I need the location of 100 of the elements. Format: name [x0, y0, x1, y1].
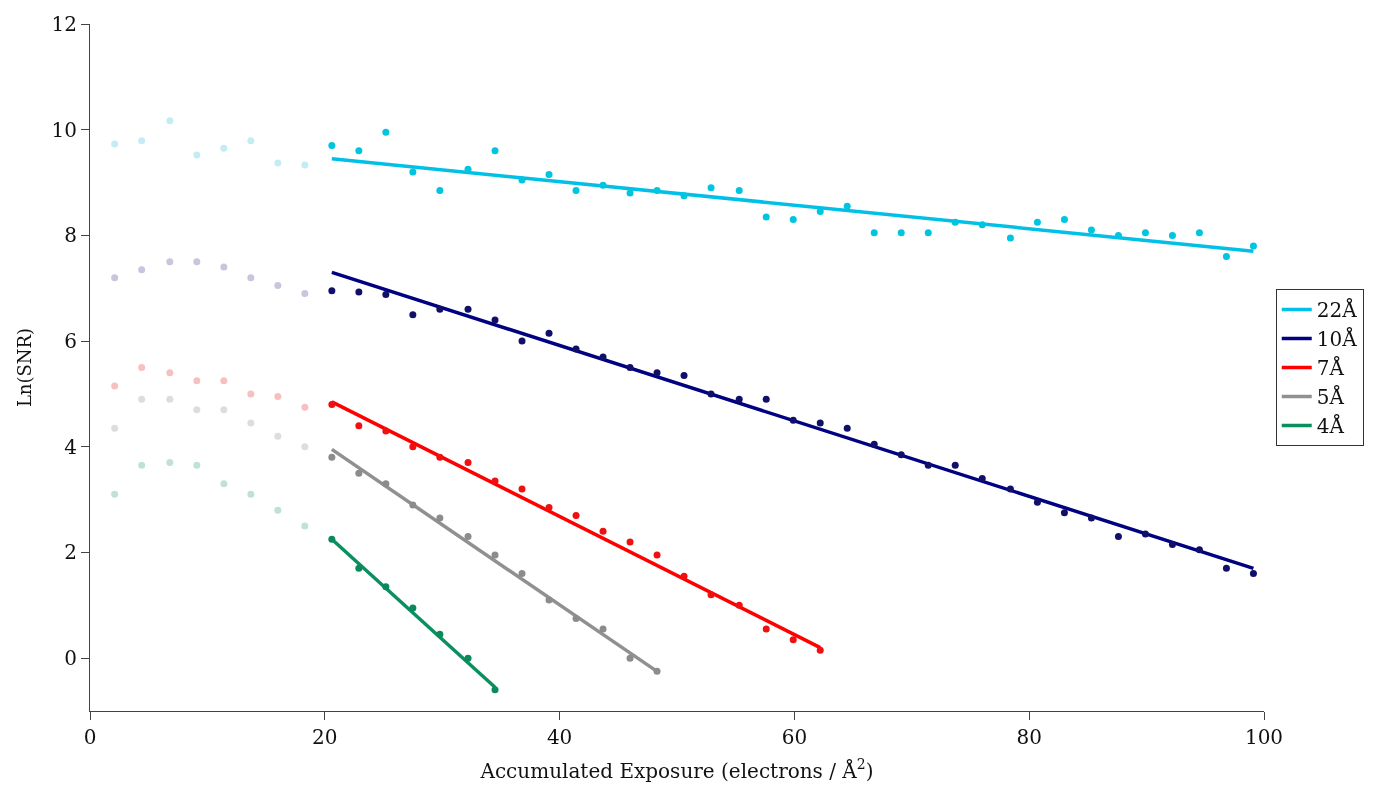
- point: [111, 140, 119, 148]
- y-tick-label: 10: [51, 117, 77, 142]
- x-axis-title: Accumulated Exposure (electrons / Å$^{2}$): [479, 756, 874, 783]
- point: [166, 395, 174, 403]
- point: [409, 501, 417, 509]
- point: [328, 400, 336, 408]
- point: [382, 583, 390, 591]
- point: [193, 151, 201, 159]
- point: [653, 186, 661, 194]
- point: [1195, 229, 1203, 237]
- point: [653, 667, 661, 675]
- point: [626, 654, 634, 662]
- legend-label: 4Å: [1316, 413, 1345, 439]
- point: [274, 393, 282, 401]
- point: [355, 469, 363, 477]
- point: [680, 371, 688, 379]
- point: [355, 147, 363, 155]
- point: [680, 192, 688, 200]
- point: [599, 625, 607, 633]
- point: [464, 305, 472, 313]
- point: [464, 165, 472, 173]
- point: [762, 395, 770, 403]
- point: [1222, 253, 1230, 261]
- point: [138, 266, 146, 274]
- legend-label: 10Å: [1316, 326, 1358, 352]
- x-tick-label: 0: [83, 725, 97, 749]
- point: [1060, 216, 1068, 224]
- point: [166, 117, 174, 125]
- point: [1249, 242, 1257, 250]
- point: [1141, 229, 1149, 237]
- point: [166, 459, 174, 467]
- point: [707, 184, 715, 192]
- point: [491, 686, 499, 694]
- point: [816, 208, 824, 216]
- point: [653, 369, 661, 377]
- point: [626, 189, 634, 197]
- point: [220, 480, 228, 488]
- point: [328, 453, 336, 461]
- point: [274, 282, 282, 290]
- point: [572, 511, 580, 519]
- point: [328, 142, 336, 150]
- point: [924, 229, 932, 237]
- point: [274, 506, 282, 514]
- point: [491, 551, 499, 559]
- point: [1087, 514, 1095, 522]
- point: [599, 181, 607, 189]
- point: [1033, 498, 1041, 506]
- point: [274, 159, 282, 167]
- point: [436, 630, 444, 638]
- point: [1006, 234, 1014, 242]
- point: [491, 477, 499, 485]
- point: [301, 443, 309, 451]
- point: [924, 461, 932, 469]
- point: [870, 229, 878, 237]
- y-tick-label: 8: [64, 223, 77, 248]
- point: [599, 527, 607, 535]
- point: [707, 390, 715, 398]
- x-tick-label: 60: [781, 725, 808, 749]
- point: [1249, 570, 1257, 578]
- point: [436, 453, 444, 461]
- point: [762, 213, 770, 221]
- point: [274, 432, 282, 440]
- point: [436, 186, 444, 194]
- point: [897, 229, 905, 237]
- point: [166, 258, 174, 266]
- point: [111, 424, 119, 432]
- point: [301, 522, 309, 530]
- point: [138, 364, 146, 371]
- point: [1141, 530, 1149, 538]
- point: [220, 263, 228, 271]
- point: [464, 533, 472, 541]
- point: [518, 570, 526, 578]
- point: [1087, 226, 1095, 234]
- point: [328, 535, 336, 543]
- point: [518, 337, 526, 345]
- point: [409, 311, 417, 319]
- point: [220, 144, 228, 152]
- point: [138, 395, 146, 403]
- point: [464, 654, 472, 662]
- point: [1168, 541, 1176, 549]
- point: [762, 625, 770, 633]
- point: [1033, 218, 1041, 226]
- point: [572, 186, 580, 194]
- point: [789, 216, 797, 224]
- y-axis-title: Ln(SNR): [13, 327, 35, 408]
- point: [382, 480, 390, 488]
- point: [545, 504, 553, 512]
- point: [138, 461, 146, 469]
- point: [518, 485, 526, 493]
- point: [328, 287, 336, 295]
- point: [870, 440, 878, 448]
- point: [193, 406, 201, 414]
- point: [518, 176, 526, 184]
- point: [247, 137, 255, 145]
- y-tick-label: 0: [64, 646, 77, 671]
- point: [355, 288, 363, 296]
- point: [978, 474, 986, 482]
- point: [897, 451, 905, 459]
- point: [1114, 231, 1122, 239]
- point: [1060, 509, 1068, 517]
